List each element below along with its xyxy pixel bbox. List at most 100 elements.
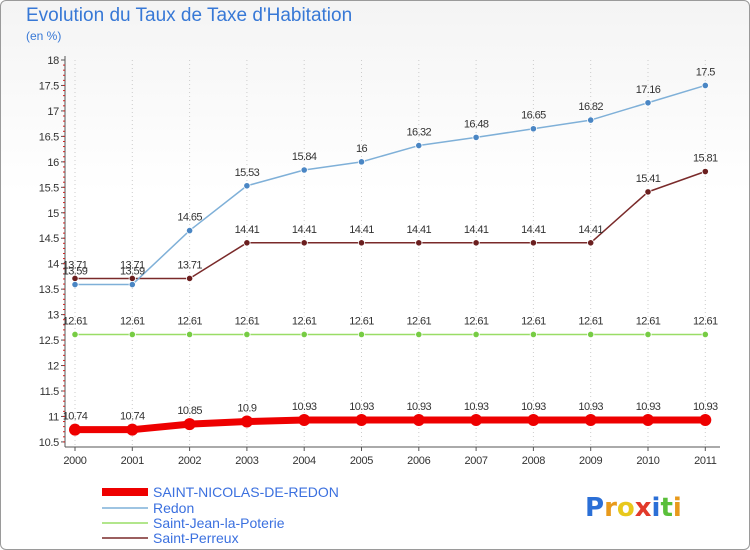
data-point-saint-nicolas-de-redon	[584, 414, 597, 427]
y-tick-label: 13.5	[39, 284, 59, 296]
data-label-saint-nicolas-de-redon: 10.93	[693, 401, 718, 413]
data-point-saint-nicolas-de-redon	[412, 414, 425, 427]
data-point-saint-jean-la-poterie	[71, 330, 79, 339]
data-point-saint-jean-la-poterie	[644, 330, 652, 339]
y-tick-label: 15	[47, 208, 59, 220]
data-point-saint-nicolas-de-redon	[527, 414, 540, 427]
data-point-redon	[300, 166, 308, 174]
data-label-redon: 17.5	[696, 66, 715, 78]
data-label-saint-jean-la-poterie: 12.61	[63, 315, 88, 327]
x-tick-label: 2001	[121, 455, 144, 467]
data-label-saint-perreux: 14.41	[235, 224, 260, 236]
y-tick-label: 11.5	[40, 386, 60, 398]
data-label-saint-jean-la-poterie: 12.61	[349, 315, 374, 327]
data-label-saint-perreux: 14.41	[578, 224, 603, 236]
data-label-saint-perreux: 14.41	[292, 224, 317, 236]
data-label-saint-jean-la-poterie: 12.61	[292, 315, 317, 327]
data-point-saint-jean-la-poterie	[128, 330, 136, 339]
data-label-saint-perreux: 14.41	[464, 224, 489, 236]
data-point-redon	[186, 226, 194, 235]
data-point-saint-jean-la-poterie	[243, 330, 251, 339]
x-tick-label: 2010	[636, 455, 659, 467]
y-tick-label: 12.5	[39, 335, 59, 347]
series-line-saint-perreux	[74, 170, 707, 280]
data-point-saint-jean-la-poterie	[186, 330, 194, 339]
data-label-saint-nicolas-de-redon: 10.93	[407, 401, 432, 413]
legend-label-saint-jean-la-poterie: Saint-Jean-la-Poterie	[153, 515, 285, 531]
chart-title: Evolution du Taux de Taxe d'Habitation	[26, 5, 353, 26]
data-point-saint-nicolas-de-redon	[298, 414, 311, 427]
y-tick-label: 10.5	[39, 437, 59, 449]
data-point-saint-jean-la-poterie	[701, 330, 709, 339]
x-tick-label: 2005	[350, 455, 373, 467]
data-point-redon	[243, 182, 251, 190]
data-point-saint-nicolas-de-redon	[355, 414, 368, 427]
data-label-redon: 16.48	[464, 118, 489, 130]
y-tick-label: 16.5	[39, 131, 59, 143]
data-point-saint-perreux	[357, 239, 366, 247]
data-label-redon: 16.32	[407, 127, 432, 139]
data-label-saint-jean-la-poterie: 12.61	[177, 315, 202, 327]
data-label-redon: 16.65	[521, 110, 546, 122]
data-label-saint-jean-la-poterie: 12.61	[521, 315, 546, 327]
data-point-redon	[644, 99, 652, 107]
data-point-saint-perreux	[529, 239, 538, 247]
data-label-saint-perreux: 14.41	[407, 224, 432, 236]
data-label-saint-nicolas-de-redon: 10.93	[521, 401, 546, 413]
x-tick-label: 2011	[694, 455, 717, 467]
data-point-saint-perreux	[415, 239, 423, 247]
x-tick-label: 2008	[522, 455, 545, 467]
data-label-saint-nicolas-de-redon: 10.74	[120, 411, 145, 423]
data-label-saint-nicolas-de-redon: 10.93	[349, 401, 374, 413]
y-tick-label: 18	[47, 55, 59, 67]
data-point-redon	[587, 116, 595, 124]
data-point-saint-perreux	[472, 239, 480, 247]
chart-subtitle: (en %)	[26, 29, 62, 43]
data-point-redon	[415, 141, 423, 150]
data-point-saint-jean-la-poterie	[587, 330, 595, 339]
logo-letter: i	[652, 493, 661, 523]
legend-label-saint-perreux: Saint-Perreux	[153, 530, 239, 546]
y-tick-label: 17	[47, 106, 59, 118]
data-label-redon: 17.16	[636, 84, 661, 96]
data-point-redon	[701, 81, 709, 90]
proxiti-logo: Proxiti	[585, 493, 682, 523]
data-label-saint-perreux: 13.71	[177, 259, 202, 271]
data-point-saint-nicolas-de-redon	[240, 415, 253, 428]
x-tick-label: 2009	[579, 455, 602, 467]
data-point-saint-perreux	[587, 239, 595, 247]
series-line-redon	[74, 84, 707, 286]
data-label-saint-nicolas-de-redon: 10.93	[464, 401, 489, 413]
data-label-redon: 14.65	[177, 212, 202, 224]
data-label-saint-nicolas-de-redon: 10.74	[63, 411, 88, 423]
data-point-saint-perreux	[644, 188, 652, 196]
y-tick-label: 11	[48, 411, 59, 423]
data-label-saint-perreux: 13.71	[63, 259, 88, 271]
x-tick-label: 2002	[178, 455, 201, 467]
y-tick-label: 15.5	[39, 182, 59, 194]
data-label-saint-perreux: 15.81	[693, 153, 718, 165]
logo-letter: x	[635, 493, 652, 523]
y-tick-label: 14	[47, 259, 59, 271]
data-point-saint-nicolas-de-redon	[126, 423, 139, 436]
data-point-saint-perreux	[243, 239, 251, 247]
data-point-redon	[472, 133, 480, 141]
data-label-saint-nicolas-de-redon: 10.93	[578, 401, 603, 413]
logo-letter: P	[585, 493, 604, 523]
data-point-saint-nicolas-de-redon	[183, 418, 196, 431]
logo-letter: t	[660, 493, 672, 523]
data-label-saint-nicolas-de-redon: 10.85	[177, 405, 202, 417]
data-point-saint-jean-la-poterie	[300, 330, 308, 339]
data-point-saint-jean-la-poterie	[415, 330, 423, 339]
series-line-saint-nicolas-de-redon	[71, 416, 709, 434]
data-label-saint-jean-la-poterie: 12.61	[693, 315, 718, 327]
x-tick-label: 2006	[407, 455, 430, 467]
x-tick-label: 2000	[63, 455, 86, 467]
data-point-redon	[128, 280, 136, 289]
data-label-saint-jean-la-poterie: 12.61	[235, 315, 260, 327]
data-label-saint-perreux: 13.71	[120, 259, 145, 271]
logo-letter: r	[604, 493, 617, 523]
data-point-saint-nicolas-de-redon	[69, 423, 81, 436]
data-label-redon: 13.59	[63, 266, 88, 278]
